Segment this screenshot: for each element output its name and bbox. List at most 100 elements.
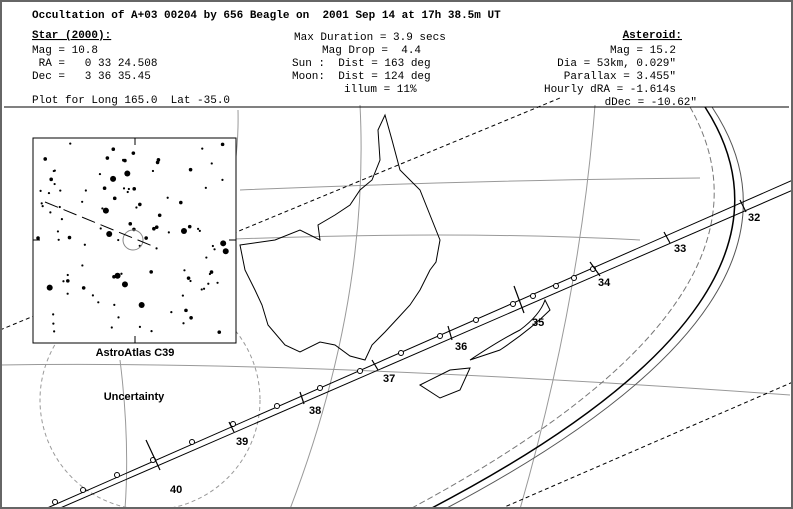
event-line: Moon: Dist = 124 deg: [292, 71, 431, 83]
star: [117, 238, 120, 242]
star: [198, 229, 201, 232]
star: [84, 189, 87, 192]
path-point: [114, 472, 120, 478]
path-point: [317, 385, 323, 391]
star: [213, 248, 216, 251]
star: [170, 311, 173, 314]
star: [157, 213, 162, 218]
star: [211, 244, 214, 248]
star: [138, 301, 145, 308]
path-point: [473, 317, 479, 323]
star: [209, 270, 214, 274]
asteroid-line: Parallax = 3.455": [564, 71, 676, 83]
star: [205, 256, 208, 259]
star: [110, 326, 113, 329]
event-line: Max Duration = 3.9 secs: [294, 32, 446, 44]
star: [124, 170, 131, 177]
star: [207, 282, 210, 285]
star: [53, 330, 56, 333]
asteroid-line: Dia = 53km, 0.029": [557, 58, 676, 70]
time-label: 32: [748, 212, 760, 224]
meridian: [289, 104, 362, 509]
path-point: [52, 499, 58, 505]
star: [69, 142, 72, 145]
star: [113, 303, 116, 306]
star: [40, 202, 43, 205]
time-label: 33: [674, 243, 686, 255]
star: [83, 243, 86, 246]
star: [81, 264, 84, 267]
star: [56, 230, 60, 233]
time-label: 40: [170, 484, 182, 496]
star: [184, 308, 188, 313]
star: [189, 279, 192, 283]
star: [57, 238, 60, 241]
star-line: Mag = 10.8: [32, 45, 98, 57]
path-point: [398, 350, 404, 356]
central-line: [57, 189, 793, 509]
star: [220, 142, 225, 147]
star: [52, 313, 55, 316]
star: [138, 202, 142, 207]
star: [99, 227, 102, 230]
star: [112, 196, 117, 201]
time-label: 38: [309, 405, 321, 417]
star: [135, 206, 138, 209]
target-circle: [122, 229, 144, 251]
asteroid-heading: Asteroid:: [623, 30, 682, 42]
central-line: [44, 179, 793, 509]
star: [216, 281, 219, 284]
path-point: [553, 283, 559, 289]
globe-limb: [429, 106, 736, 509]
time-tick: [299, 391, 305, 405]
star: [102, 186, 107, 190]
star: [98, 172, 102, 176]
time-tick: [663, 231, 671, 244]
star: [81, 286, 86, 290]
star: [43, 157, 48, 161]
parallel: [239, 177, 701, 191]
star: [126, 190, 129, 194]
star: [114, 272, 121, 279]
event-line: Mag Drop = 4.4: [322, 45, 421, 57]
path-point: [510, 301, 516, 307]
star-chart: [32, 137, 237, 344]
star-heading: Star (2000):: [32, 30, 111, 42]
globe-limb: [409, 106, 715, 509]
asteroid-line: dDec = -10.62": [605, 97, 697, 109]
parallel: [0, 363, 791, 396]
star-line: RA = 0 33 24.508: [32, 58, 157, 70]
star-line: Dec = 3 36 35.45: [32, 71, 151, 83]
asteroid-line: Hourly dRA = -1.614s: [544, 84, 676, 96]
star: [221, 178, 224, 181]
star: [101, 207, 104, 210]
uncertainty-label: Uncertainty: [104, 391, 165, 403]
time-tick: [589, 261, 601, 277]
star: [167, 231, 170, 234]
star: [41, 205, 44, 208]
star: [39, 189, 42, 192]
time-label: 39: [236, 436, 248, 448]
star: [183, 269, 186, 272]
star: [154, 225, 159, 229]
new-zealand: [469, 298, 551, 361]
star: [111, 147, 116, 152]
time-tick: [371, 359, 379, 371]
star: [106, 231, 113, 238]
star: [186, 276, 191, 280]
star: [182, 322, 185, 325]
star: [217, 330, 222, 334]
plot-location: Plot for Long 165.0 Lat -35.0: [32, 95, 230, 107]
star: [187, 224, 192, 229]
event-line: Sun : Dist = 163 deg: [292, 58, 431, 70]
star: [121, 281, 128, 288]
globe-limb: [444, 106, 744, 509]
title: Occultation of A+03 00204 by 656 Beagle …: [32, 10, 501, 22]
star: [36, 236, 40, 240]
star-chart-label: AstroAtlas C39: [96, 347, 175, 359]
star: [97, 301, 100, 304]
star: [166, 196, 169, 199]
path-point: [437, 333, 443, 339]
star: [122, 158, 125, 161]
